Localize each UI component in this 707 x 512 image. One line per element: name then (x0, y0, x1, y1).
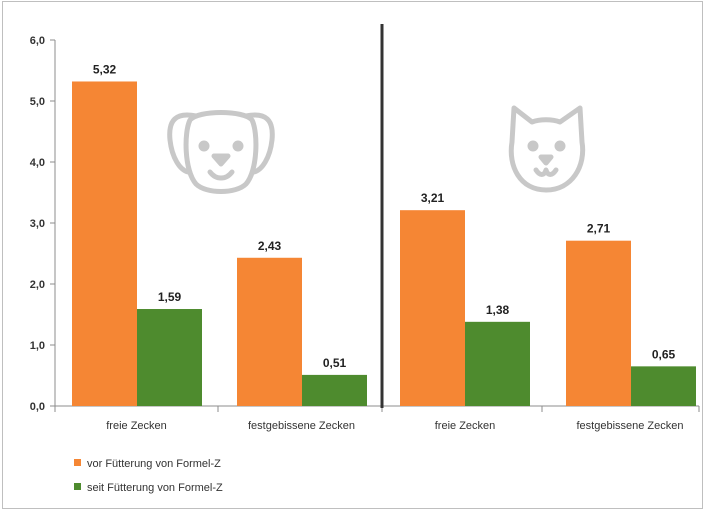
y-tick-label: 6,0 (30, 35, 45, 47)
y-tick-label: 1,0 (30, 340, 45, 352)
bar (631, 366, 696, 406)
legend-label: vor Fütterung von Formel-Z (87, 458, 221, 470)
y-tick-label: 2,0 (30, 279, 45, 291)
dog-nose (211, 153, 231, 167)
dog-head (183, 110, 259, 194)
bar (302, 374, 367, 406)
bar (72, 81, 137, 406)
data-label: 2,43 (258, 239, 282, 253)
cat-left-eye (527, 140, 539, 152)
y-tick-label: 3,0 (30, 218, 45, 230)
legend-swatch (74, 459, 81, 466)
legend-label: seit Fütterung von Formel-Z (87, 482, 223, 494)
data-label: 1,38 (486, 303, 510, 317)
y-tick-label: 4,0 (30, 157, 45, 169)
data-label: 2,71 (587, 222, 611, 236)
y-tick-label: 5,0 (30, 96, 45, 108)
bar (566, 240, 631, 406)
dog-left-ear (167, 112, 199, 175)
x-tick-label: festgebissene Zecken (248, 420, 355, 432)
y-tick-label: 0,0 (30, 401, 45, 413)
cat-face-icon (508, 105, 586, 193)
bar (465, 321, 530, 406)
x-tick-label: festgebissene Zecken (576, 420, 683, 432)
dog-right-eye (232, 140, 244, 152)
data-label: 5,32 (93, 62, 117, 76)
dog-face-icon (167, 110, 275, 194)
bar (400, 210, 465, 406)
data-label: 0,51 (323, 356, 347, 370)
data-label: 0,65 (652, 347, 676, 361)
cat-mouth (533, 167, 559, 177)
cat-nose (538, 154, 554, 166)
cat-right-eye (554, 140, 566, 152)
x-tick-label: freie Zecken (106, 420, 167, 432)
x-tick-label: freie Zecken (435, 420, 496, 432)
legend-swatch (74, 483, 81, 490)
cat-head (508, 105, 586, 193)
data-label: 1,59 (158, 290, 182, 304)
dog-mouth (207, 169, 235, 181)
bar (137, 309, 202, 406)
dog-left-eye (198, 140, 210, 152)
dog-right-ear (243, 112, 275, 175)
bar (237, 257, 302, 406)
data-label: 3,21 (421, 191, 445, 205)
